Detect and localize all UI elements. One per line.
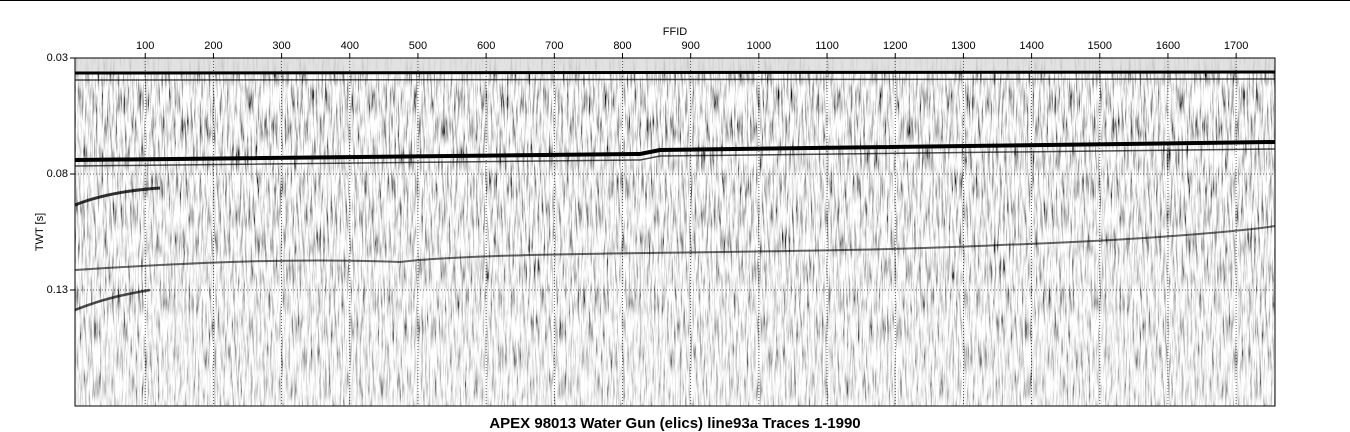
x-tick-label: 400 — [341, 40, 359, 52]
y-tick-label: 0.08 — [47, 168, 68, 180]
x-tick-label: 500 — [409, 40, 427, 52]
x-tick-label: 1000 — [747, 40, 771, 52]
x-tick-label: 1600 — [1156, 40, 1180, 52]
x-tick-label: 300 — [272, 40, 290, 52]
x-tick-label: 200 — [204, 40, 222, 52]
y-axis-label: TWT [s] — [34, 213, 46, 251]
x-tick-label: 1500 — [1088, 40, 1112, 52]
x-axis-label: FFID — [663, 26, 687, 38]
x-tick-label: 1300 — [951, 40, 975, 52]
x-tick-label: 1400 — [1019, 40, 1043, 52]
reflectors — [75, 70, 1275, 312]
x-tick-label: 1700 — [1224, 40, 1248, 52]
x-tick-label: 1100 — [815, 40, 839, 52]
x-tick-label: 600 — [477, 40, 495, 52]
x-tick-label: 900 — [682, 40, 700, 52]
chart-title: APEX 98013 Water Gun (elics) line93a Tra… — [489, 415, 860, 432]
seismic-section — [75, 58, 1275, 406]
x-tick-label: 800 — [613, 40, 631, 52]
x-tick-label: 100 — [136, 40, 154, 52]
y-tick-label: 0.13 — [47, 284, 68, 296]
seismic-fade — [75, 58, 1275, 406]
y-tick-label: 0.03 — [47, 52, 68, 64]
water-column — [75, 58, 1275, 72]
x-tick-label: 700 — [545, 40, 563, 52]
x-tick-label: 1200 — [883, 40, 907, 52]
